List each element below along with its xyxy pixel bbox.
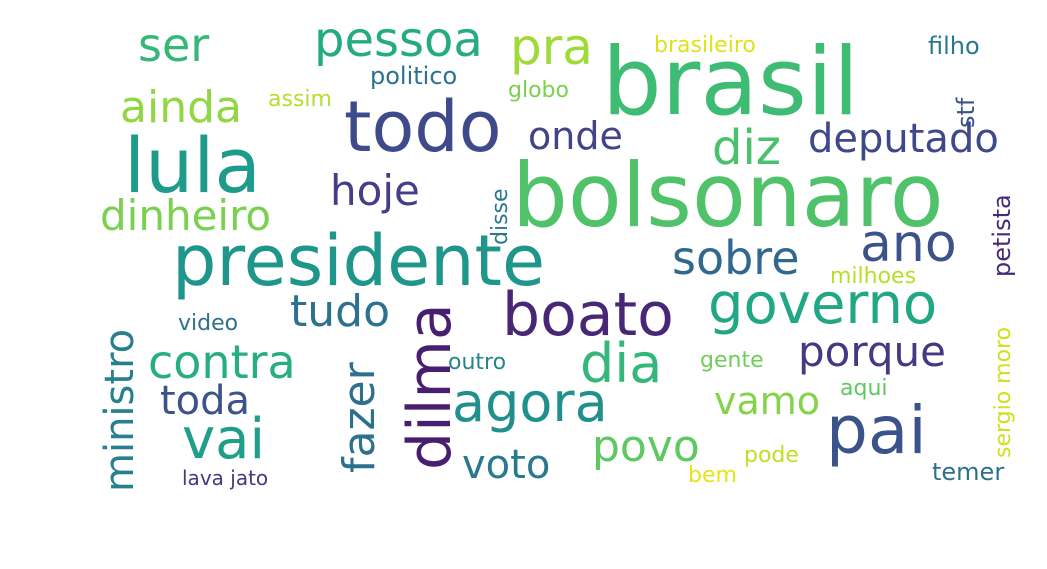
word-tudo: tudo <box>290 286 390 337</box>
word-ser: ser <box>138 18 210 72</box>
word-dia: dia <box>580 332 663 395</box>
word-milhoes: milhoes <box>830 264 917 289</box>
word-diz: diz <box>712 120 781 176</box>
word-ano: ano <box>860 214 957 274</box>
word-temer: temer <box>932 458 1005 486</box>
word-fazer: fazer <box>334 362 385 473</box>
word-vai: vai <box>182 407 266 472</box>
word-video: video <box>178 311 239 336</box>
word-brasileiro: brasileiro <box>654 33 756 58</box>
word-governo: governo <box>708 272 938 337</box>
word-povo: povo <box>592 421 700 472</box>
word-agora: agora <box>452 371 608 434</box>
word-toda: toda <box>160 378 251 424</box>
word-dilma: dilma <box>395 303 465 470</box>
word-deputado: deputado <box>808 116 999 162</box>
word-pai: pai <box>826 392 927 469</box>
word-sobre: sobre <box>672 231 800 285</box>
word-brasil: brasil <box>602 28 860 137</box>
word-bolsonaro: bolsonaro <box>512 144 944 247</box>
word-pessoa: pessoa <box>314 12 483 68</box>
word-disse: disse <box>488 188 513 245</box>
word-hoje: hoje <box>330 166 420 215</box>
word-filho: filho <box>928 32 980 60</box>
word-onde: onde <box>528 114 623 158</box>
word-voto: voto <box>462 442 551 488</box>
word-sergio-moro: sergio moro <box>991 326 1016 458</box>
word-dinheiro: dinheiro <box>100 191 272 240</box>
word-pra: pra <box>510 18 593 76</box>
word-contra: contra <box>148 335 296 389</box>
word-porque: porque <box>798 327 947 376</box>
word-pode: pode <box>744 443 799 468</box>
word-politico: politico <box>370 62 458 90</box>
word-lula: lula <box>124 121 261 210</box>
word-lava-jato: lava jato <box>182 466 269 490</box>
word-aqui: aqui <box>840 376 888 401</box>
word-outro: outro <box>448 350 507 375</box>
word-vamo: vamo <box>714 379 821 423</box>
word-todo: todo <box>344 86 502 168</box>
word-boato: boato <box>502 280 674 350</box>
word-ainda: ainda <box>120 82 242 133</box>
word-bem: bem <box>688 463 737 488</box>
word-presidente: presidente <box>172 220 546 302</box>
word-petista: petista <box>988 194 1016 277</box>
word-stf: stf <box>952 97 980 128</box>
word-globo: globo <box>508 78 569 103</box>
word-gente: gente <box>700 348 764 373</box>
word-ministro: ministro <box>97 328 143 492</box>
word-assim: assim <box>268 87 332 112</box>
